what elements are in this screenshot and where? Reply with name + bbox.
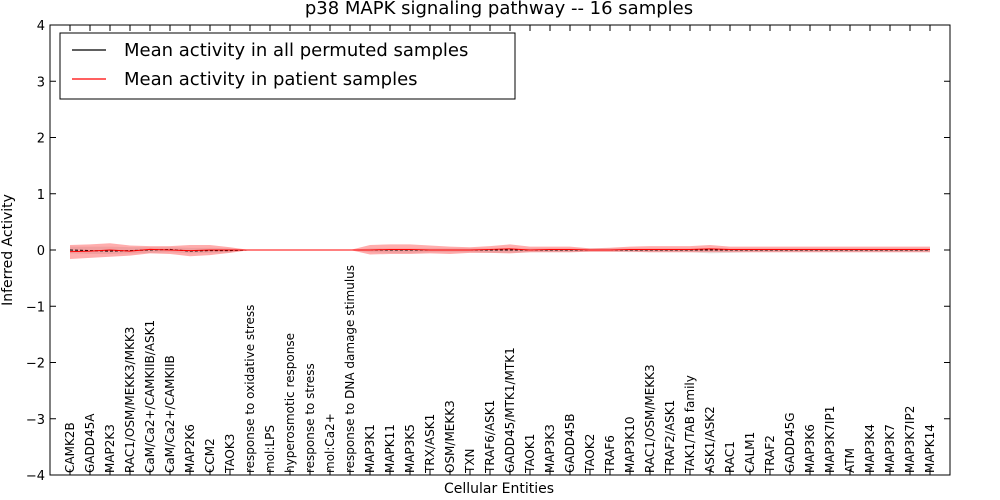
x-tick-label: TRAF2 [763, 435, 777, 474]
x-tick-label: RAC1/OSM/MEKK3 [643, 364, 657, 473]
y-tick-labels: −4 −3 −2 −1 0 1 2 3 4 [26, 19, 45, 484]
x-tick-label: ASK1/ASK2 [703, 406, 717, 473]
x-tick-label: MAP3K7 [883, 424, 897, 473]
x-tick-label: MAP3K10 [623, 416, 637, 473]
y-tick-label: −2 [26, 357, 45, 372]
y-tick-label: −1 [26, 300, 45, 315]
legend-box [59, 32, 516, 100]
x-tick-label: GADD45B [563, 414, 577, 474]
x-tick-label: MAP3K1 [363, 424, 377, 473]
x-tick-label: TAOK1 [523, 434, 537, 474]
x-tick-label: TRAF6 [603, 435, 617, 474]
x-tick-label: GADD45A [83, 413, 97, 473]
band-series-1 [70, 243, 930, 259]
x-tick-label: MAP3K4 [863, 424, 877, 473]
y-tick-label: −3 [26, 413, 45, 428]
x-tick-label: CaM/Ca2+/CAMKIIB/ASK1 [143, 320, 157, 473]
x-tick-label: TRAF6/ASK1 [483, 400, 497, 474]
x-tick-label: CAMK2B [63, 422, 77, 473]
x-axis-label: Cellular Entities [444, 481, 554, 497]
x-tick-label: MAP2K6 [183, 424, 197, 473]
x-tick-label: MAP3K6 [803, 424, 817, 473]
x-tick-label: GADD45G [783, 412, 797, 473]
x-tick-label: ATM [843, 448, 857, 473]
x-tick-label: CALM1 [743, 432, 757, 473]
confidence-bands [70, 243, 930, 259]
x-tick-label: MAPK11 [383, 424, 397, 473]
x-tick-label: TRAF2/ASK1 [663, 400, 677, 474]
x-tick-label: RAC1 [723, 441, 737, 473]
x-tick-label: RAC1/OSM/MEKK3/MKK3 [123, 327, 137, 473]
line-series-0 [69, 248, 930, 252]
x-tick-label: MAP3K7IP2 [903, 406, 917, 473]
x-tick-label: TAOK3 [223, 434, 237, 474]
x-tick-label: TRX/ASK1 [423, 414, 437, 474]
x-tick-label: hyperosmotic response [283, 333, 297, 473]
y-axis-label: Inferred Activity [0, 194, 16, 306]
x-tick-label: mol:Ca2+ [323, 413, 337, 473]
x-tick-label: TAK1/TAB family [683, 375, 697, 474]
y-tick-label: −4 [26, 469, 45, 484]
y-tick-label: 4 [37, 19, 45, 34]
x-tick-label: response to DNA damage stimulus [343, 265, 357, 473]
x-tick-label: CaM/Ca2+/CAMKIIB [163, 355, 177, 473]
y-tick-label: 1 [37, 188, 45, 203]
x-tick-label: response to oxidative stress [243, 305, 257, 473]
x-tick-label: MAPK14 [923, 424, 937, 473]
y-tick-label: 0 [37, 244, 45, 259]
x-tick-label: MAP3K7IP1 [823, 406, 837, 473]
x-tick-label: GADD45/MTK1/MTK1 [503, 347, 517, 473]
axis-ticks [50, 24, 950, 476]
x-tick-label: MAP2K3 [103, 424, 117, 473]
x-tick-label: CCM2 [203, 438, 217, 473]
x-tick-label: TXN [463, 448, 477, 474]
x-tick-label: TAOK2 [583, 434, 597, 474]
x-tick-label: OSM/MEKK3 [443, 400, 457, 473]
legend: Mean activity in all permuted samples Me… [59, 32, 516, 100]
x-tick-labels: CAMK2B GADD45A MAP2K3 RAC1/OSM/MEKK3/MKK3 Ca… [63, 265, 937, 474]
x-tick-label: response to stress [303, 363, 317, 473]
x-tick-label: mol:LPS [263, 425, 277, 473]
legend-label-permuted: Mean activity in all permuted samples [124, 40, 468, 61]
line-series-1 [69, 248, 930, 253]
legend-label-patient: Mean activity in patient samples [124, 69, 418, 90]
y-tick-label: 2 [37, 132, 45, 147]
chart-title: p38 MAPK signaling pathway -- 16 samples [305, 0, 693, 19]
x-tick-label: MAP3K3 [543, 424, 557, 473]
plot-frame [49, 24, 951, 476]
y-tick-label: 3 [37, 75, 45, 90]
x-tick-label: MAP3K5 [403, 424, 417, 473]
series-lines [69, 248, 930, 253]
